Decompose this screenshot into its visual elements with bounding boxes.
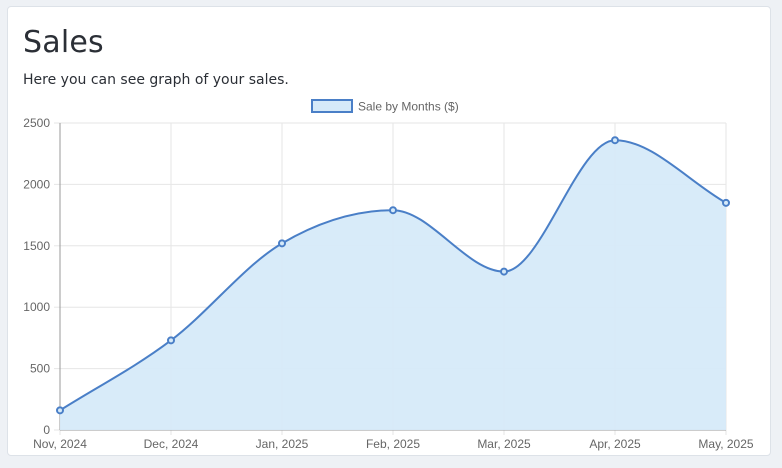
legend-label: Sale by Months ($): [358, 100, 459, 114]
y-tick-label: 1000: [23, 300, 50, 314]
y-tick-label: 2500: [23, 116, 50, 130]
data-point: [167, 336, 175, 345]
data-point: [278, 239, 286, 248]
x-tick-label: Feb, 2025: [366, 437, 420, 451]
legend[interactable]: Sale by Months ($): [311, 99, 459, 114]
card-subtitle: Here you can see graph of your sales.: [23, 72, 289, 88]
card-title: Sales: [23, 25, 104, 60]
series-points: [56, 136, 730, 415]
data-point: [611, 136, 619, 145]
x-tick-label: May, 2025: [698, 437, 753, 451]
y-tick-label: 500: [30, 362, 50, 376]
y-tick-label: 1500: [23, 239, 50, 253]
legend-swatch: [311, 99, 353, 113]
series-area-fill: [60, 140, 726, 430]
y-tick-label: 2000: [23, 177, 50, 191]
x-axis: Nov, 2024 Dec, 2024 Jan, 2025 Feb, 2025 Mar,…: [33, 429, 754, 451]
y-tick-label: 0: [43, 423, 50, 437]
data-point: [389, 206, 397, 215]
x-tick-label: Apr, 2025: [589, 437, 641, 451]
x-tick-label: Mar, 2025: [477, 437, 531, 451]
data-point: [722, 198, 730, 207]
data-point: [500, 267, 508, 276]
x-tick-label: Nov, 2024: [33, 437, 87, 451]
x-tick-label: Jan, 2025: [256, 437, 309, 451]
y-axis: 0 500 1000 1500 2000 2500: [23, 116, 61, 437]
sales-chart: Sale by Months ($) 05001000150020002500 …: [23, 99, 754, 451]
x-tick-label: Dec, 2024: [144, 437, 199, 451]
sales-card: Sales Here you can see graph of your sal…: [7, 6, 771, 456]
data-point: [56, 406, 64, 415]
